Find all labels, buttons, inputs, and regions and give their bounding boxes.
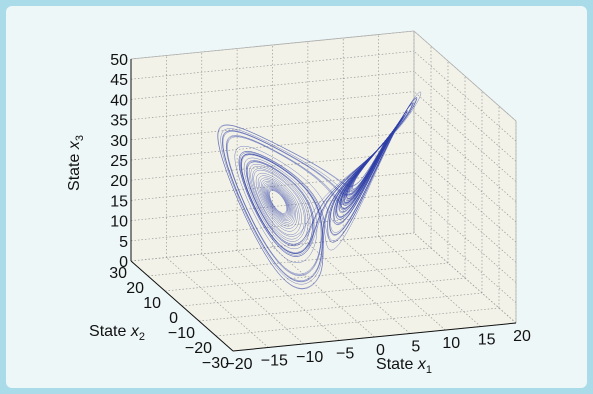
z-tick-label: 15 <box>110 193 128 210</box>
grid-line-z-side <box>413 232 517 324</box>
pane-edge <box>413 30 517 122</box>
tick-labels: 0 5 10 15 20 25 30 35 40 45 50 −20 −15 −10 −5 0 5 10 15 20 −… <box>109 52 531 373</box>
grid-line-x-floor <box>343 239 446 331</box>
pane-edge <box>130 30 415 60</box>
grid-line-z-side <box>413 212 517 304</box>
y-tick-label: 30 <box>109 265 127 282</box>
y-tick-label: −20 <box>185 340 212 357</box>
z-axis-label: State x3 <box>66 135 86 191</box>
x-tick-label: 0 <box>376 342 385 359</box>
z-tick-label: 20 <box>110 173 128 190</box>
side-wall-pane <box>414 31 516 323</box>
z-tick-label: 50 <box>110 52 128 69</box>
z-tick-label: 0 <box>119 254 128 271</box>
x-axis-label: State x1 <box>376 356 432 376</box>
y-axis-line <box>130 260 234 352</box>
z-tick-label: 25 <box>110 153 128 170</box>
z-tick-label: 40 <box>110 92 128 109</box>
grid-line-x-floor <box>236 250 340 341</box>
grid-line-z-side <box>413 131 517 223</box>
lorenz-3d-plot: 0 5 10 15 20 25 30 35 40 45 50 −20 −15 −10 −5 0 5 10 15 20 −… <box>66 30 531 376</box>
x-tick-label: 15 <box>478 332 496 349</box>
x-tick-label: 5 <box>411 339 420 356</box>
grid-line-x-floor <box>272 246 375 338</box>
z-tick-label: 10 <box>110 214 128 231</box>
pane-edges <box>130 30 517 323</box>
x-tick-label: −15 <box>261 353 288 370</box>
x-tick-label: −10 <box>296 349 323 366</box>
trajectory-series <box>217 91 422 290</box>
grid-line-z-side <box>413 111 517 203</box>
y-tick-label: 20 <box>126 280 144 297</box>
axis-lines <box>130 59 517 352</box>
y-tick-label: 0 <box>169 310 178 327</box>
grid-line-z-side <box>413 50 517 142</box>
x-tick-label: −20 <box>225 356 252 373</box>
z-tick-label: 5 <box>119 234 128 251</box>
x-tick-label: 20 <box>513 328 531 345</box>
z-tick-label: 45 <box>110 72 128 89</box>
grid-line-z-side <box>413 71 517 162</box>
y-tick-label: −10 <box>168 325 195 342</box>
grid-line-z-side <box>413 151 517 243</box>
y-tick-label: 10 <box>143 295 161 312</box>
figure-panel: 0 5 10 15 20 25 30 35 40 45 50 −20 −15 −10 −5 0 5 10 15 20 −… <box>6 6 587 388</box>
grid-line-x-floor <box>307 243 411 334</box>
z-tick-label: 30 <box>110 133 128 150</box>
y-tick-label: −30 <box>202 355 229 372</box>
grid-line-z-side <box>413 91 517 182</box>
floor-pane <box>131 233 516 351</box>
x-tick-label: −5 <box>336 346 354 363</box>
x-tick-label: 10 <box>442 335 460 352</box>
y-axis-label: State x2 <box>89 323 145 343</box>
x-axis-line <box>232 322 517 352</box>
grid-line-z-side <box>413 172 517 263</box>
z-tick-label: 35 <box>110 113 128 130</box>
grid-line-z-side <box>413 192 517 283</box>
